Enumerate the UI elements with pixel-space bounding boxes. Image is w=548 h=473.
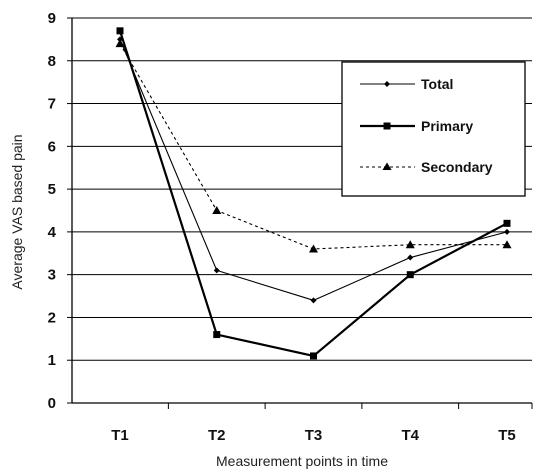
marker-primary-t1: [116, 27, 124, 35]
legend-label-secondary: Secondary: [421, 159, 493, 175]
marker-primary-t3: [310, 352, 317, 360]
marker-primary-t2: [213, 331, 221, 339]
series-markers: [115, 27, 512, 360]
x-tick-label-t5: T5: [498, 427, 516, 444]
y-tick-labels: 0 1 2 3 4 5 6 7 8 9: [48, 10, 72, 412]
marker-total-t5: [504, 228, 510, 235]
y-tick-label-9: 9: [48, 10, 56, 27]
x-tick-label-t1: T1: [111, 427, 129, 444]
y-tick-label-7: 7: [48, 96, 56, 113]
y-axis-title: Average VAS based pain: [9, 134, 25, 289]
y-tick-label-3: 3: [48, 267, 56, 284]
legend-label-total: Total: [421, 76, 453, 92]
marker-primary-t4: [406, 271, 414, 279]
x-tick-label-t4: T4: [401, 427, 419, 444]
grid-lines: [72, 17, 532, 361]
y-tick-label-5: 5: [48, 181, 56, 198]
marker-secondary-t1: [115, 39, 125, 48]
y-tick-label-6: 6: [48, 138, 56, 155]
y-tick-label-1: 1: [48, 352, 56, 369]
marker-primary-t5: [503, 219, 511, 227]
marker-total-t2: [213, 267, 220, 274]
marker-secondary-t4: [405, 240, 415, 249]
y-tick-label-0: 0: [48, 395, 56, 412]
legend-marker-total: [384, 81, 390, 87]
legend-item-secondary: Secondary: [360, 159, 493, 175]
x-tick-labels: T1 T2 T3 T4 T5: [111, 403, 533, 444]
x-axis-title: Measurement points in time: [216, 453, 388, 469]
marker-total-t4: [407, 254, 414, 261]
y-tick-label-2: 2: [48, 309, 56, 326]
y-tick-label-4: 4: [48, 224, 57, 241]
legend-marker-secondary: [382, 162, 392, 170]
legend-item-total: Total: [360, 76, 453, 92]
x-tick-label-t3: T3: [305, 427, 323, 444]
marker-secondary-t3: [309, 244, 318, 253]
marker-total-t3: [310, 297, 317, 304]
y-tick-label-8: 8: [48, 53, 56, 70]
x-tick-label-t2: T2: [208, 427, 226, 444]
marker-secondary-t2: [212, 206, 222, 214]
legend-marker-primary: [383, 122, 391, 130]
axes: [71, 18, 532, 404]
marker-secondary-t5: [502, 240, 512, 249]
legend: Total Primary Secondary: [341, 61, 526, 197]
legend-label-primary: Primary: [421, 118, 473, 134]
legend-item-primary: Primary: [360, 118, 473, 134]
